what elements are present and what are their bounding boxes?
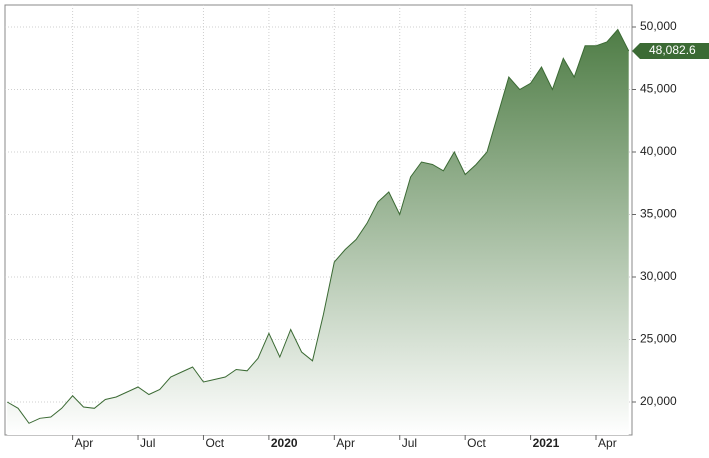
- y-tick-label: 25,000: [640, 332, 677, 346]
- y-tick-label: 50,000: [640, 19, 677, 33]
- y-tick-label: 20,000: [640, 394, 677, 408]
- x-tick-label: Jul: [140, 436, 155, 450]
- x-tick-label: Jul: [402, 436, 417, 450]
- x-tick-label: 2020: [271, 436, 298, 450]
- x-tick-label: Oct: [205, 436, 224, 450]
- x-tick-label: 2021: [533, 436, 560, 450]
- y-tick-label: 30,000: [640, 269, 677, 283]
- x-tick-label: Apr: [598, 436, 617, 450]
- y-tick-label: 40,000: [640, 144, 677, 158]
- area: [7, 29, 629, 435]
- y-tick-label: 45,000: [640, 82, 677, 96]
- x-tick-label: Apr: [336, 436, 355, 450]
- price-tag-label: 48,082.6: [649, 43, 696, 57]
- line: [6, 28, 630, 424]
- y-tick-label: 35,000: [640, 207, 677, 221]
- x-tick-label: Oct: [467, 436, 486, 450]
- price-tag: [632, 42, 709, 59]
- x-tick-label: Apr: [75, 436, 94, 450]
